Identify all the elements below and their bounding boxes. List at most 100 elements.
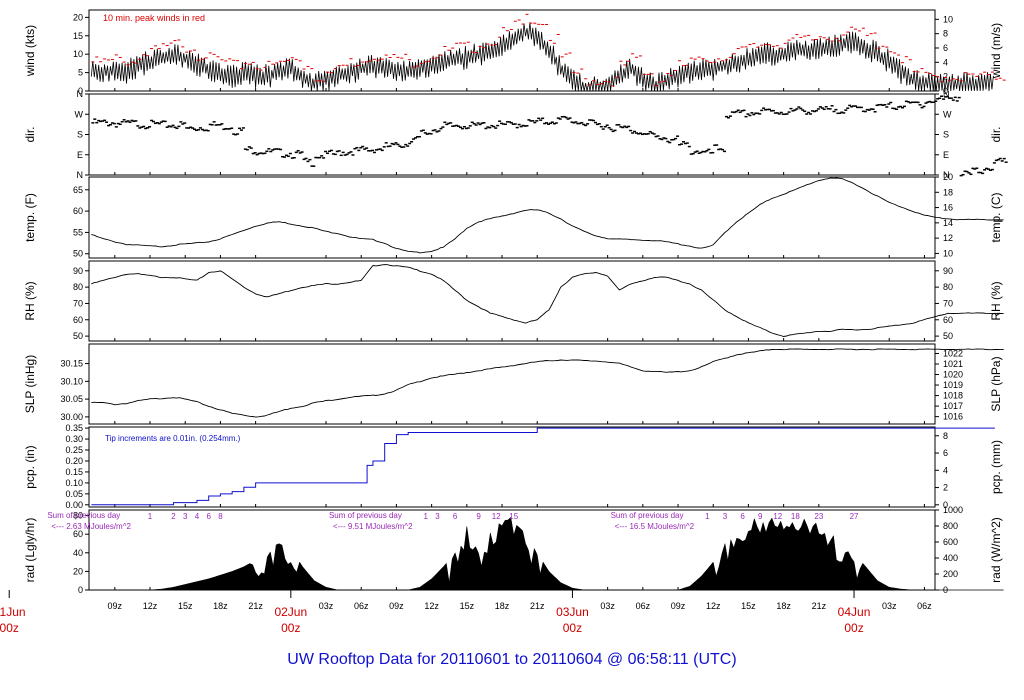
- dir-point: [216, 124, 220, 126]
- dir-point: [103, 119, 107, 122]
- dir-point: [140, 126, 144, 128]
- dir-point: [457, 125, 461, 128]
- peak-wind-mark: [873, 32, 877, 34]
- slp-series: [91, 348, 1004, 418]
- dir-point: [906, 101, 910, 103]
- dir-point: [812, 110, 816, 113]
- panel-frame: [88, 343, 936, 425]
- dir-point: [394, 142, 398, 144]
- dir-point: [613, 129, 617, 132]
- day-label: 01Jun: [0, 605, 26, 619]
- peak-wind-mark: [897, 54, 901, 56]
- peak-wind-mark: [447, 49, 451, 51]
- dir-point: [736, 109, 740, 112]
- peak-wind-mark: [204, 57, 208, 59]
- dir-point: [617, 124, 621, 126]
- dir-point: [895, 108, 899, 110]
- dir-point: [859, 106, 863, 109]
- y-tick-label: 0.10: [65, 478, 83, 488]
- dir-point: [290, 157, 294, 159]
- peak-wind-mark: [595, 83, 599, 85]
- dir-point: [871, 108, 875, 111]
- dir-point: [494, 127, 498, 129]
- dir-point: [826, 108, 830, 110]
- dir-point: [267, 148, 271, 150]
- peak-wind-mark: [646, 73, 650, 75]
- dir-point: [678, 143, 682, 146]
- peak-wind-mark: [314, 80, 318, 82]
- dir-point: [404, 143, 408, 146]
- dir-point: [713, 144, 717, 146]
- dir-point: [916, 101, 920, 104]
- dir-point: [372, 151, 376, 154]
- peak-wind-mark: [615, 76, 619, 78]
- dir-point: [474, 124, 478, 126]
- dir-point: [816, 108, 820, 110]
- dir-point: [322, 157, 326, 159]
- dir-point: [773, 112, 777, 114]
- dir-point: [196, 129, 200, 131]
- dir-point: [421, 129, 425, 132]
- dir-point: [861, 110, 865, 113]
- peak-wind-mark: [908, 59, 912, 61]
- dir-point: [429, 133, 433, 135]
- peak-wind-mark: [662, 80, 666, 82]
- peak-wind-mark: [932, 75, 936, 77]
- precip-annotation: Tip increments are 0.01in. (0.254mm.): [105, 434, 241, 443]
- dir-point: [396, 143, 400, 146]
- peak-wind-mark: [556, 33, 560, 35]
- peak-wind-mark: [987, 74, 991, 76]
- peak-wind-mark: [611, 85, 615, 87]
- dir-point: [554, 122, 558, 124]
- peak-wind-mark: [99, 61, 103, 63]
- sky-mark-label: 27: [850, 512, 859, 521]
- dir-point: [529, 120, 533, 122]
- peak-wind-mark: [591, 80, 595, 82]
- peak-wind-mark: [177, 39, 181, 41]
- dir-point: [636, 133, 640, 135]
- dir-point: [222, 128, 226, 131]
- dir-point: [850, 105, 854, 108]
- peak-wind-mark: [846, 31, 850, 33]
- y-tick-label-right: 1022: [943, 348, 963, 358]
- peak-wind-mark: [854, 28, 858, 30]
- y-tick-label: 0.30: [65, 434, 83, 444]
- dir-point: [220, 123, 224, 125]
- dir-point: [388, 145, 392, 147]
- y-tick-label: 0.15: [65, 467, 83, 477]
- dir-point: [918, 104, 922, 106]
- dir-point: [672, 138, 676, 141]
- dir-point: [126, 120, 130, 122]
- dir-point: [198, 127, 202, 129]
- y-tick-label: 0.25: [65, 445, 83, 455]
- dir-point: [828, 108, 832, 110]
- peak-wind-mark: [216, 56, 220, 58]
- dir-point: [658, 138, 662, 140]
- peak-wind-mark: [372, 58, 376, 60]
- y-tick-label-right: N: [943, 89, 950, 99]
- dir-point: [99, 120, 103, 123]
- dir-point: [887, 103, 891, 105]
- dir-point: [965, 170, 969, 173]
- dir-point: [339, 154, 343, 157]
- dir-point: [255, 153, 259, 156]
- y-tick-label-right: 2: [943, 483, 948, 493]
- dir-point: [275, 148, 279, 150]
- y-tick-label-right: E: [943, 150, 949, 160]
- peak-wind-mark: [474, 52, 478, 54]
- dir-point: [400, 146, 404, 149]
- peak-wind-mark: [470, 51, 474, 53]
- dir-point: [676, 135, 680, 137]
- dir-point: [779, 111, 783, 114]
- dir-point: [619, 126, 623, 128]
- peak-wind-mark: [943, 77, 947, 79]
- dir-point: [1002, 157, 1006, 160]
- peak-wind-mark: [744, 46, 748, 48]
- y-axis-label: RH (%): [23, 281, 37, 320]
- dir-point: [668, 141, 672, 144]
- panel-frame: [88, 9, 936, 92]
- y-tick-label: 80: [73, 511, 83, 521]
- y-tick-label-right: 14: [943, 218, 953, 228]
- dir-point: [535, 120, 539, 122]
- dir-point: [449, 122, 453, 124]
